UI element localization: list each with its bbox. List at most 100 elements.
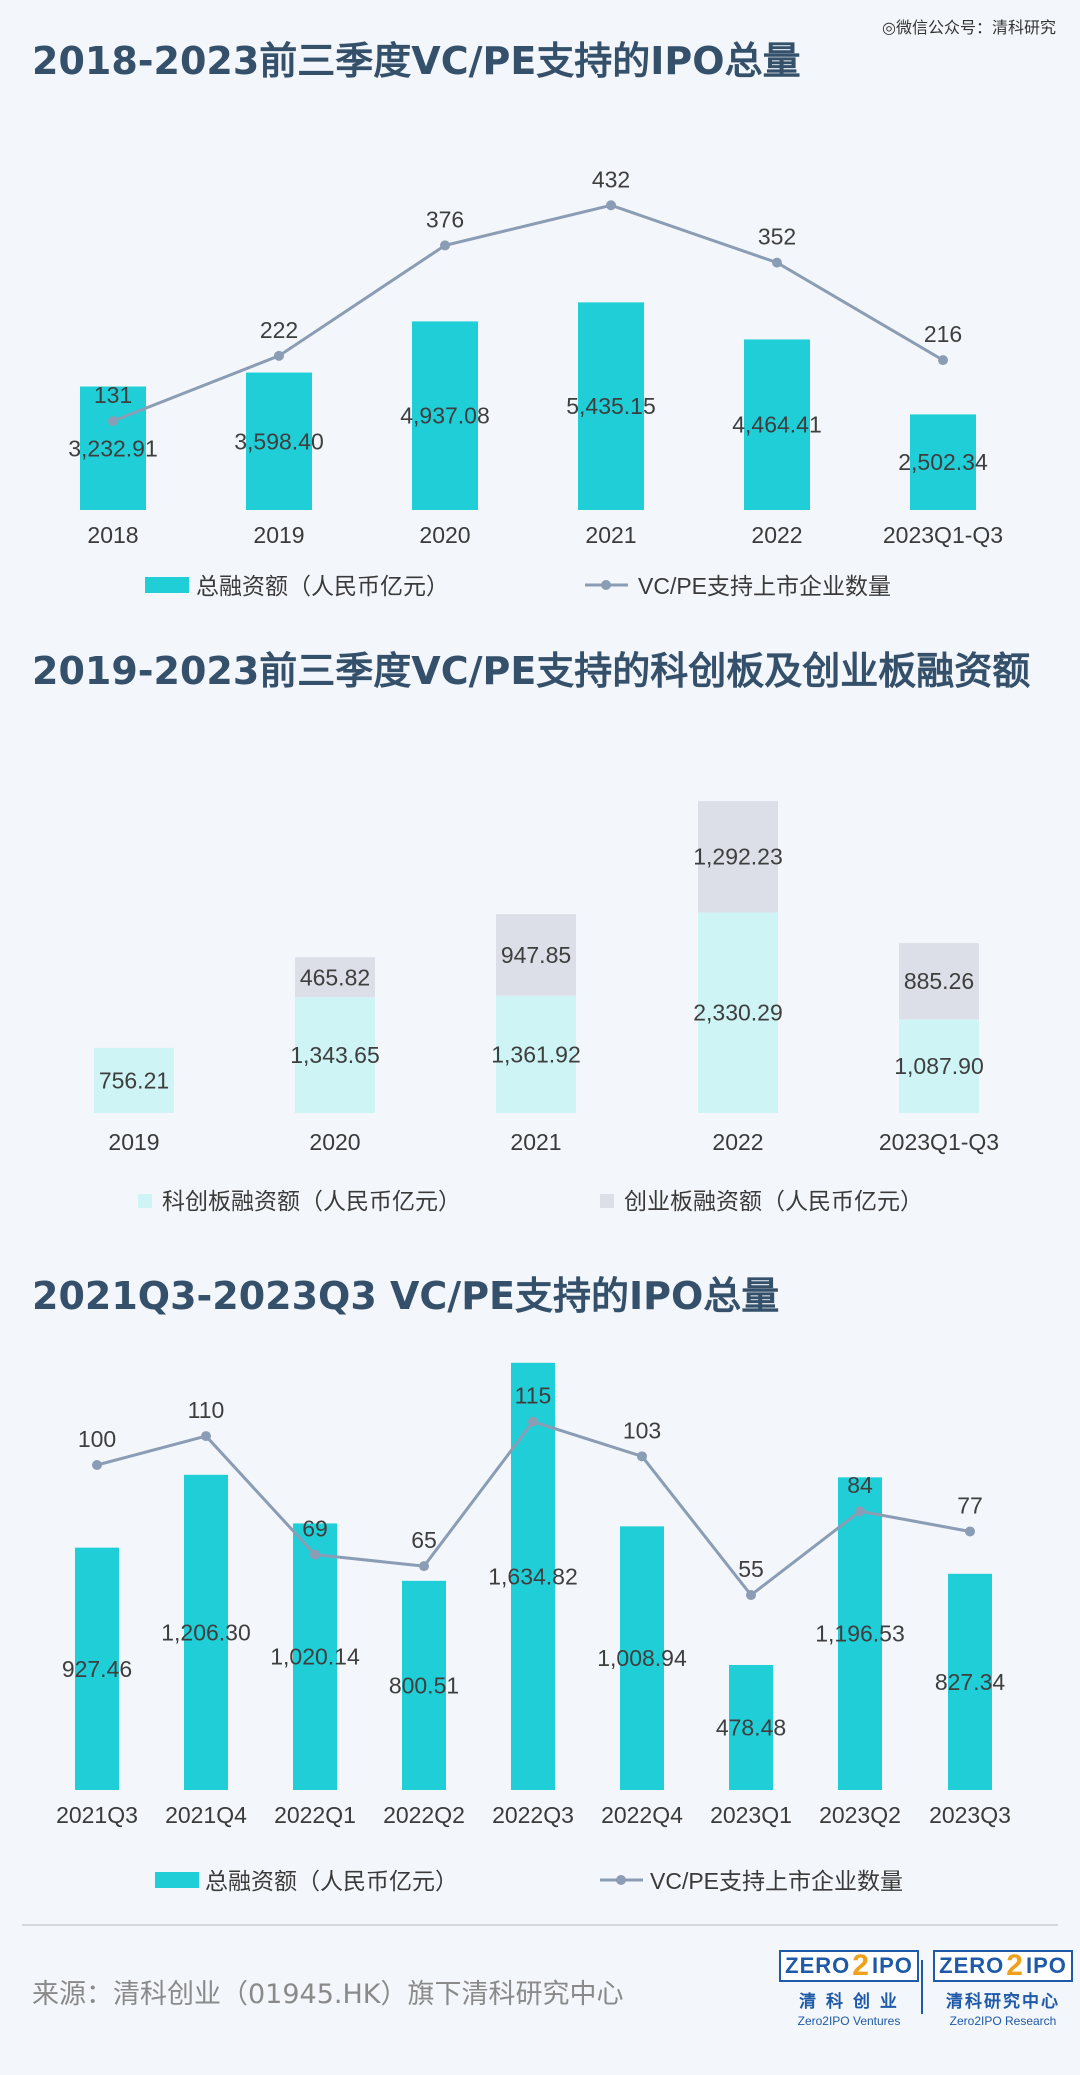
x-tick-2023Q1-Q3: 2023Q1-Q3 bbox=[879, 1129, 999, 1155]
logo-en-name: Zero2IPO Ventures bbox=[797, 2014, 901, 2028]
bar-gem-2023Q1-Q3 bbox=[899, 943, 979, 1020]
x-tick-2023Q1: 2023Q1 bbox=[710, 1802, 792, 1828]
count-point-2019 bbox=[274, 350, 284, 361]
zero2ipo-ventures-logo: ZERO 2 IPO 清 科 创 业 Zero2IPO Ventures bbox=[778, 1949, 920, 2028]
count-label-2021: 432 bbox=[592, 166, 630, 192]
x-tick-2018: 2018 bbox=[87, 522, 138, 548]
x-tick-2023Q1-Q3: 2023Q1-Q3 bbox=[883, 522, 1003, 548]
x-tick-2023Q2: 2023Q2 bbox=[819, 1802, 901, 1828]
source-note: 来源：清科创业（01945.HK）旗下清科研究中心 bbox=[32, 1979, 624, 2010]
x-tick-2022Q4: 2022Q4 bbox=[601, 1802, 683, 1828]
chart2-plot: 756.21 2019 1,343.65 465.82 2020 1,361.92 947.… bbox=[94, 801, 999, 1214]
count-point-2021Q3 bbox=[92, 1460, 102, 1470]
chart1-title: 2018-2023前三季度VC/PE支持的IPO总量 bbox=[32, 39, 801, 83]
bar-total-2020 bbox=[412, 321, 478, 510]
bar-star-2023Q1-Q3 bbox=[899, 1019, 979, 1113]
count-label-2023Q2: 84 bbox=[847, 1472, 873, 1498]
bar-total-2023Q3 bbox=[948, 1573, 992, 1790]
legend-swatch-star bbox=[138, 1194, 152, 1208]
legend-swatch-gem bbox=[600, 1194, 614, 1208]
x-tick-2021: 2021 bbox=[585, 522, 636, 548]
count-label-2022Q2: 65 bbox=[411, 1527, 437, 1553]
chart3-plot: 2021Q3 927.46 2021Q4 1,206.30 2022Q1 1,020.14… bbox=[56, 1362, 1011, 1894]
bar-star-label-2019: 756.21 bbox=[99, 1067, 169, 1093]
chart3-title: 2021Q3-2023Q3 VC/PE支持的IPO总量 bbox=[32, 1274, 780, 1318]
x-tick-2022: 2022 bbox=[751, 522, 802, 548]
bar-total-2021 bbox=[578, 302, 644, 510]
bar-label-2023Q3: 827.34 bbox=[935, 1669, 1006, 1695]
count-label-2022Q3: 115 bbox=[515, 1383, 552, 1409]
count-point-2023Q3 bbox=[965, 1526, 975, 1537]
bar-gem-2020 bbox=[295, 957, 375, 998]
bar-label-2022Q3: 1,634.82 bbox=[488, 1563, 578, 1589]
x-tick-2023Q3: 2023Q3 bbox=[929, 1802, 1011, 1828]
x-tick-2021: 2021 bbox=[510, 1129, 561, 1155]
bar-total-2023Q1 bbox=[729, 1664, 773, 1790]
bar-label-2020: 4,937.08 bbox=[400, 403, 490, 429]
legend-swatch-total bbox=[145, 577, 189, 593]
bar-total-2019 bbox=[246, 372, 312, 510]
bar-star-2022 bbox=[698, 912, 778, 1113]
count-line bbox=[112, 203, 944, 423]
zero2ipo-research-logo: ZERO 2 IPO 清科研究中心 Zero2IPO Research bbox=[932, 1949, 1074, 2028]
bar-label-2021Q3: 927.46 bbox=[62, 1656, 132, 1682]
watermark: ◎微信公众号：清科研究 bbox=[882, 18, 1056, 37]
bar-total-2022Q2 bbox=[402, 1580, 446, 1790]
x-tick-2022Q2: 2022Q2 bbox=[383, 1802, 465, 1828]
logo-cn-name: 清科研究中心 bbox=[946, 1992, 1060, 2012]
bar-total-2023Q2 bbox=[838, 1477, 882, 1790]
count-label-2023Q1: 55 bbox=[738, 1556, 764, 1582]
logo-mark: ZERO 2 IPO bbox=[779, 1949, 919, 1982]
bar-label-2022Q2: 800.51 bbox=[389, 1672, 459, 1698]
bar-label-2022Q4: 1,008.94 bbox=[597, 1645, 687, 1671]
bar-star-label-2020: 1,343.65 bbox=[290, 1042, 380, 1068]
bar-star-2019 bbox=[94, 1047, 174, 1113]
x-tick-2020: 2020 bbox=[419, 522, 470, 548]
bar-star-label-2023Q1-Q3: 1,087.90 bbox=[894, 1053, 984, 1079]
count-point-2021 bbox=[606, 200, 616, 211]
bar-total-2022Q4 bbox=[620, 1526, 664, 1790]
footer-divider bbox=[22, 1924, 1058, 1926]
legend-label-count: VC/PE支持上市企业数量 bbox=[650, 1868, 903, 1894]
logo-en-name: Zero2IPO Research bbox=[949, 2014, 1057, 2028]
count-point-2023Q2 bbox=[855, 1506, 865, 1517]
count-label-2022: 352 bbox=[758, 224, 796, 250]
logo-separator bbox=[921, 1960, 923, 2014]
bar-star-2020 bbox=[295, 997, 375, 1113]
legend-marker-count bbox=[601, 580, 611, 590]
count-label-2022Q1: 69 bbox=[302, 1516, 328, 1542]
x-tick-2020: 2020 bbox=[309, 1129, 360, 1155]
count-label-2018: 131 bbox=[94, 382, 132, 408]
count-label-2023Q3: 77 bbox=[957, 1492, 983, 1518]
logo-mark: ZERO 2 IPO bbox=[933, 1949, 1073, 1982]
count-point-2023Q1 bbox=[746, 1590, 756, 1601]
bar-label-2022Q1: 1,020.14 bbox=[270, 1644, 360, 1670]
bar-label-2018: 3,232.91 bbox=[68, 435, 158, 461]
bar-gem-label-2022: 1,292.23 bbox=[693, 844, 783, 870]
bar-label-2023Q1: 478.48 bbox=[716, 1714, 786, 1740]
bar-star-label-2021: 1,361.92 bbox=[491, 1041, 581, 1067]
count-point-2023Q1-Q3 bbox=[938, 355, 948, 366]
x-tick-2019: 2019 bbox=[253, 522, 304, 548]
bar-total-2021Q3 bbox=[75, 1547, 119, 1790]
count-point-2018 bbox=[108, 416, 118, 427]
chart1-plot: 2018 3,232.91 2019 3,598.40 2020 4,937.08 2021… bbox=[68, 166, 1003, 599]
legend-swatch-total bbox=[155, 1872, 199, 1888]
x-tick-2022Q1: 2022Q1 bbox=[274, 1802, 356, 1828]
x-tick-2019: 2019 bbox=[108, 1129, 159, 1155]
x-tick-2022Q3: 2022Q3 bbox=[492, 1802, 574, 1828]
x-tick-2021Q3: 2021Q3 bbox=[56, 1802, 138, 1828]
count-point-2022Q4 bbox=[637, 1451, 647, 1462]
bar-gem-2021 bbox=[496, 914, 576, 996]
bar-star-label-2022: 2,330.29 bbox=[693, 1000, 783, 1026]
legend-marker-count bbox=[616, 1875, 626, 1885]
bar-gem-label-2021: 947.85 bbox=[501, 942, 571, 968]
chart2-title: 2019-2023前三季度VC/PE支持的科创板及创业板融资额 bbox=[32, 649, 1031, 693]
bar-label-2023Q1-Q3: 2,502.34 bbox=[898, 449, 988, 475]
bar-total-2022Q3 bbox=[511, 1362, 555, 1790]
bar-star-2021 bbox=[496, 995, 576, 1113]
bar-total-2021Q4 bbox=[184, 1474, 228, 1790]
legend-label-count: VC/PE支持上市企业数量 bbox=[638, 573, 891, 599]
count-label-2021Q3: 100 bbox=[78, 1426, 116, 1452]
legend-label-gem: 创业板融资额（人民币亿元） bbox=[624, 1188, 923, 1214]
